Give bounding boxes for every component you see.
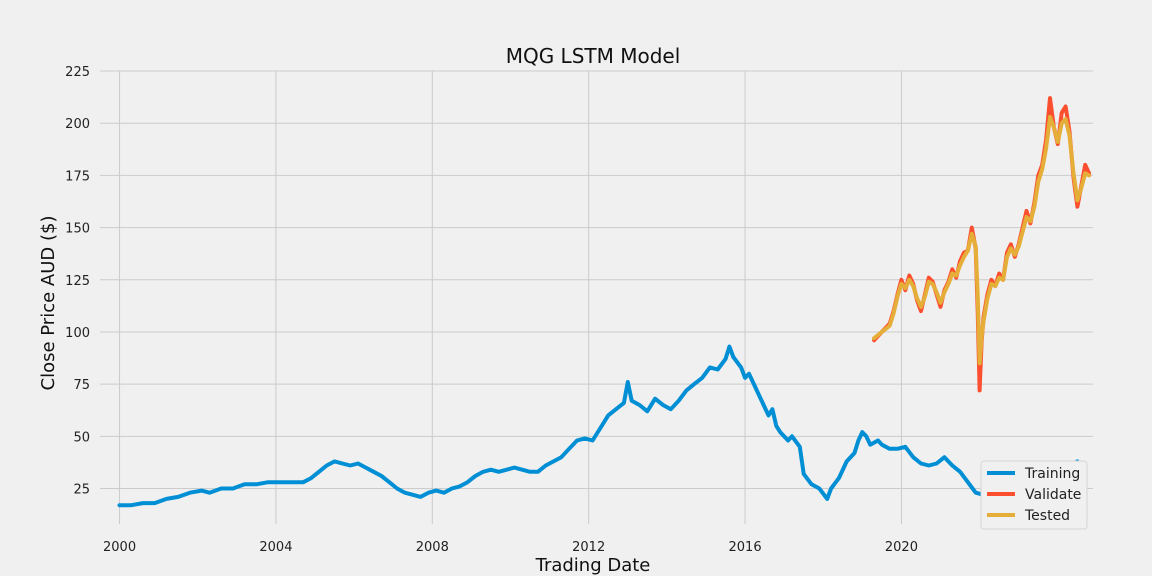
legend-label-validate: Validate	[1025, 487, 1081, 503]
legend-label-training: Training	[1024, 466, 1080, 482]
y-tick-label: 50	[73, 430, 90, 445]
y-tick-label: 150	[65, 222, 90, 237]
series-line-tested	[872, 114, 1092, 366]
legend-label-tested: Tested	[1024, 508, 1070, 524]
series-layer	[117, 96, 1092, 508]
y-tick-label: 225	[65, 65, 90, 80]
x-tick-label: 2004	[259, 540, 292, 555]
legend: Training Validate Tested	[980, 460, 1088, 530]
y-tick-label: 75	[73, 378, 90, 393]
y-tick-label: 200	[65, 117, 90, 132]
x-tick-label: 2012	[572, 540, 605, 555]
tick-labels: 2000 2004 2008 2012 2016 2020 25 50 75 100 125 150 1…	[65, 65, 918, 555]
y-tick-label: 175	[65, 169, 90, 184]
y-tick-label: 25	[73, 483, 90, 498]
x-tick-label: 2016	[729, 540, 762, 555]
y-axis-title: Close Price AUD ($)	[38, 216, 59, 391]
legend-box	[980, 460, 1088, 530]
series-line-training	[117, 344, 1080, 508]
y-tick-label: 125	[65, 274, 90, 289]
x-tick-label: 2008	[416, 540, 449, 555]
chart-title: MQG LSTM Model	[506, 44, 681, 68]
x-tick-label: 2000	[103, 540, 136, 555]
x-axis-title: Trading Date	[535, 555, 651, 576]
x-tick-label: 2020	[885, 540, 918, 555]
y-tick-label: 100	[65, 326, 90, 341]
